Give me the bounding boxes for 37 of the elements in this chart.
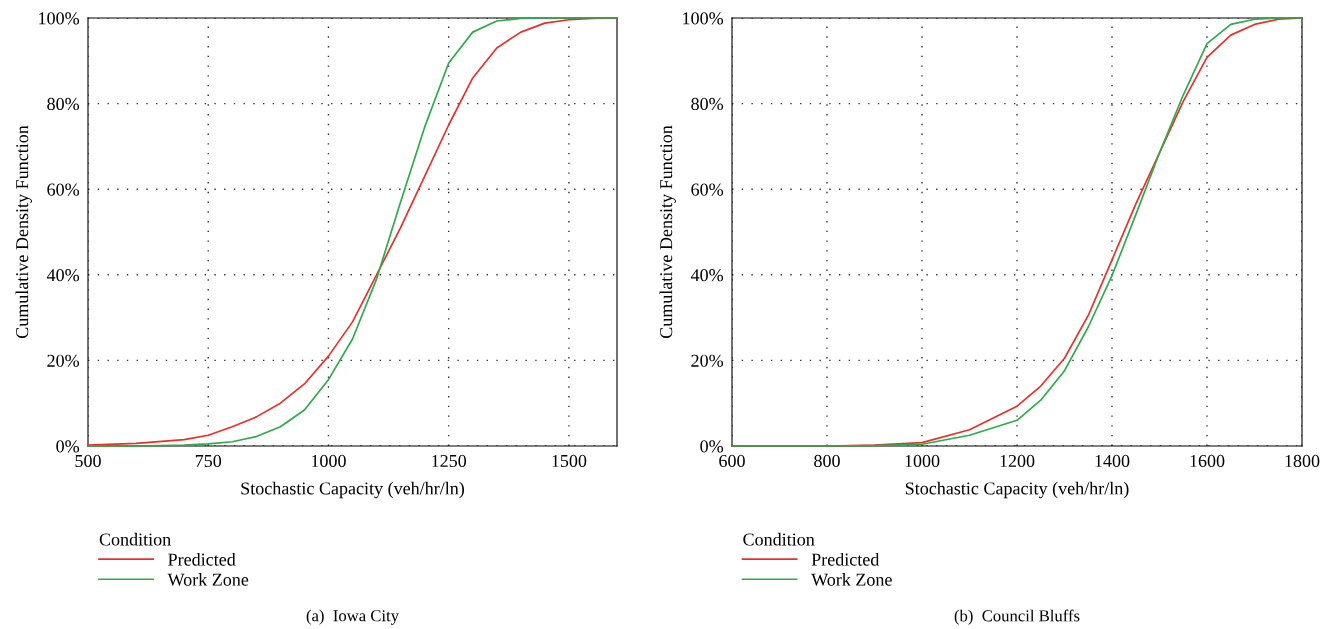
y-axis-title: Cumulative Density Function xyxy=(15,125,32,339)
y-tick-label: 20% xyxy=(47,354,80,367)
y-tick-label: 40% xyxy=(46,269,80,282)
legend-label: Predicted xyxy=(811,552,880,566)
y-tick-label: 80% xyxy=(47,97,80,111)
y-tick-label: 40% xyxy=(690,269,724,282)
x-axis-title: Stochastic Capacity (veh/hr/ln) xyxy=(905,481,1129,499)
y-tick-label: 60% xyxy=(47,183,80,196)
legend-label: Work Zone xyxy=(811,573,892,586)
x-tick-label: 1200 xyxy=(1000,454,1035,468)
y-tick-label: 0% xyxy=(56,440,80,453)
y-tick-label: 100% xyxy=(39,12,80,25)
y-axis-title: Cumulative Density Function xyxy=(659,125,676,339)
text: (a) Iowa City xyxy=(306,609,399,625)
legend-label: Predicted xyxy=(168,552,236,566)
y-tick-label: 100% xyxy=(683,12,724,25)
legend-label: Work Zone xyxy=(167,573,249,586)
line-series xyxy=(731,17,1303,447)
x-tick-label: 1000 xyxy=(905,454,940,468)
x-tick-label: 1250 xyxy=(432,454,467,468)
y-tick-label: 0% xyxy=(700,440,724,453)
x-tick-label: 1800 xyxy=(1285,454,1320,468)
y-tick-label: 20% xyxy=(691,354,724,367)
y-tick-label: 60% xyxy=(691,183,724,196)
x-tick-label: 1500 xyxy=(552,454,587,468)
y-tick-label: 80% xyxy=(691,97,724,111)
x-tick-label: 1000 xyxy=(311,454,346,468)
x-tick-label: 1600 xyxy=(1190,454,1225,468)
x-tick-label: 500 xyxy=(75,454,101,468)
x-tick-label: 800 xyxy=(814,454,840,468)
x-tick-label: 600 xyxy=(719,454,745,468)
legend-title: Condition xyxy=(99,532,171,546)
x-tick-label: 750 xyxy=(195,454,222,468)
x-axis-title: Stochastic Capacity (veh/hr/ln) xyxy=(241,481,465,499)
x-tick-label: 1400 xyxy=(1095,454,1130,468)
text: (b) Council Bluffs xyxy=(954,609,1080,625)
legend-title: Condition xyxy=(743,532,815,546)
